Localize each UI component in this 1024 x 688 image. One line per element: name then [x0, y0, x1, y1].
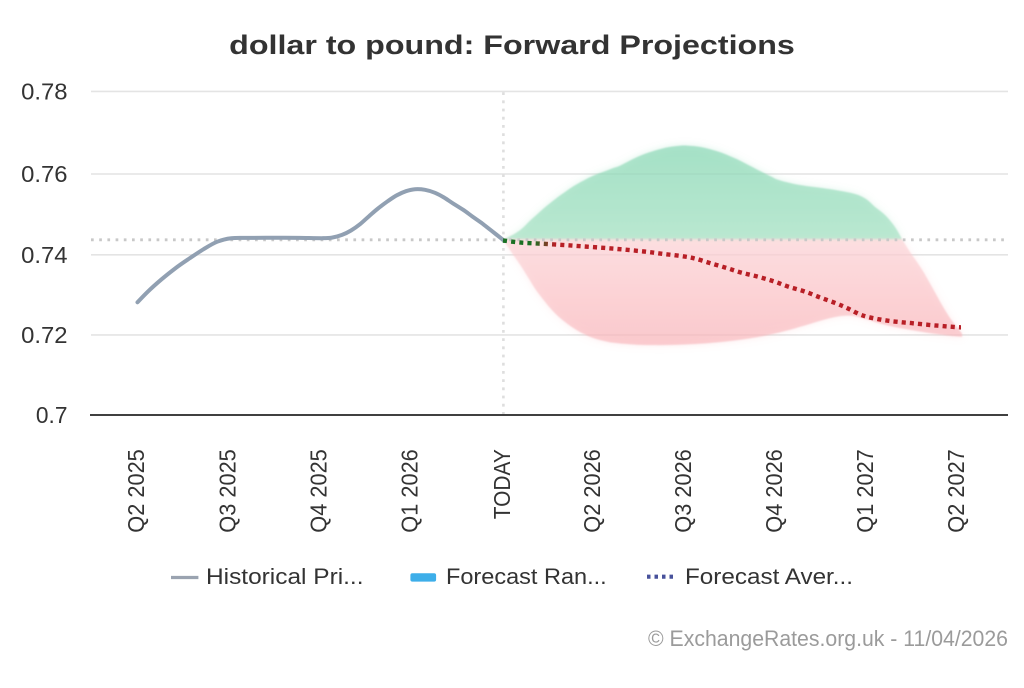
svg-text:0.76: 0.76	[21, 161, 67, 187]
svg-text:Q3 2025: Q3 2025	[214, 449, 240, 533]
svg-text:Q4 2026: Q4 2026	[761, 449, 787, 533]
svg-text:0.74: 0.74	[21, 242, 68, 268]
svg-text:Q2 2027: Q2 2027	[943, 449, 969, 533]
svg-text:Q3 2026: Q3 2026	[670, 449, 696, 533]
svg-text:Historical Pri...: Historical Pri...	[206, 564, 364, 589]
svg-text:Forecast Aver...: Forecast Aver...	[685, 564, 853, 589]
svg-text:Q2 2025: Q2 2025	[123, 449, 149, 533]
svg-text:Q1 2027: Q1 2027	[852, 449, 878, 533]
svg-text:0.7: 0.7	[36, 402, 68, 428]
svg-text:© ExchangeRates.org.uk - 11/04: © ExchangeRates.org.uk - 11/04/2026	[648, 626, 1008, 651]
svg-text:Forecast Ran...: Forecast Ran...	[446, 564, 607, 589]
svg-text:dollar to pound: Forward Proje: dollar to pound: Forward Projections	[229, 30, 795, 60]
svg-text:Q2 2026: Q2 2026	[579, 449, 605, 533]
svg-text:Q4 2025: Q4 2025	[305, 449, 331, 533]
svg-text:0.72: 0.72	[21, 322, 67, 348]
svg-text:0.78: 0.78	[21, 79, 67, 105]
svg-text:Q1 2026: Q1 2026	[397, 449, 423, 533]
svg-text:TODAY: TODAY	[489, 449, 515, 519]
